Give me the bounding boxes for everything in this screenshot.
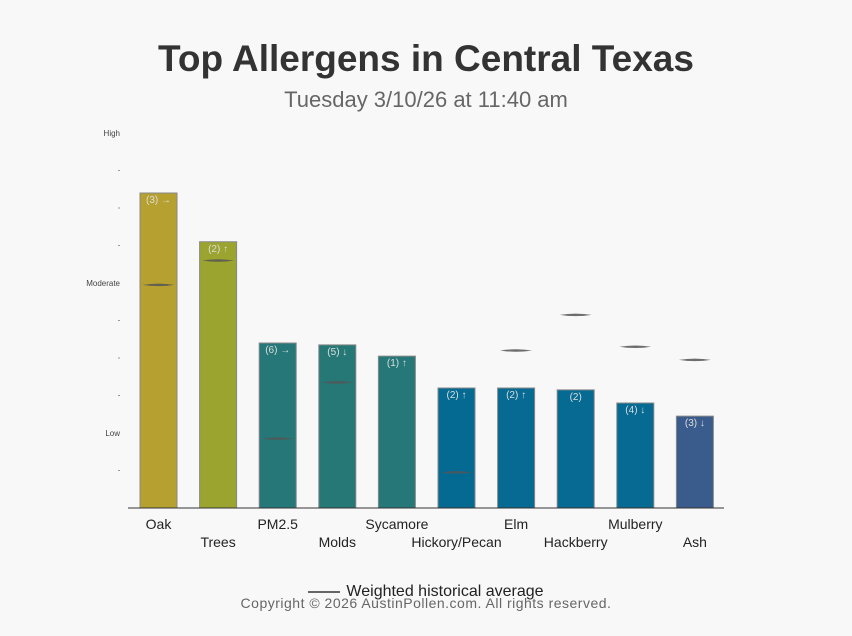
copyright-text: Copyright © 2026 AustinPollen.com. All r… bbox=[240, 595, 612, 611]
bar-label: (3) → bbox=[146, 195, 171, 206]
x-category-label: Hickory/Pecan bbox=[411, 534, 501, 550]
average-marker bbox=[619, 345, 652, 348]
bar-hackberry bbox=[556, 389, 595, 509]
bar-elm bbox=[497, 387, 536, 509]
x-category-label: PM2.5 bbox=[257, 516, 298, 532]
average-marker bbox=[500, 349, 533, 352]
x-category-label: Molds bbox=[319, 534, 356, 550]
bar-label: (1) ↑ bbox=[387, 358, 407, 369]
bar-oak bbox=[139, 192, 178, 509]
bar-label: (5) ↓ bbox=[327, 347, 347, 358]
average-marker bbox=[202, 259, 235, 262]
bar-label: (2) ↑ bbox=[208, 244, 228, 255]
x-category-label: Oak bbox=[146, 516, 173, 532]
average-marker bbox=[678, 358, 711, 362]
bar-mulberry bbox=[616, 402, 655, 509]
bar-hickory-pecan bbox=[437, 387, 476, 509]
bar-label: (2) ↑ bbox=[506, 390, 526, 401]
y-tick-label-moderate: Moderate bbox=[86, 279, 120, 288]
bar-label: (2) bbox=[570, 392, 582, 403]
average-marker bbox=[261, 437, 294, 440]
bar-trees bbox=[199, 241, 238, 509]
x-category-label: Mulberry bbox=[608, 516, 662, 532]
legend-line-swatch bbox=[308, 590, 341, 593]
x-category-label: Elm bbox=[504, 516, 528, 532]
average-marker bbox=[559, 313, 592, 317]
chart-legend: Weighted historical average bbox=[0, 583, 852, 601]
page-title: Top Allergens in Central Texas bbox=[158, 38, 694, 79]
average-marker bbox=[321, 381, 354, 384]
bar-sycamore bbox=[377, 355, 416, 509]
x-category-label: Ash bbox=[683, 534, 707, 550]
bar-ash bbox=[675, 415, 714, 509]
bar-label: (4) ↓ bbox=[625, 405, 645, 416]
legend-label: Weighted historical average bbox=[346, 583, 544, 600]
bar-molds bbox=[318, 344, 357, 509]
bar-label: (2) ↑ bbox=[447, 390, 467, 401]
y-tick-label-high: High bbox=[104, 129, 120, 138]
bar-label: (6) → bbox=[265, 345, 290, 356]
x-category-label: Trees bbox=[200, 534, 235, 550]
average-marker bbox=[440, 471, 473, 474]
average-marker bbox=[142, 283, 175, 287]
x-category-label: Sycamore bbox=[365, 516, 428, 532]
bar-label: (3) ↓ bbox=[685, 418, 705, 429]
bar-pm2-5 bbox=[258, 342, 297, 509]
page-subtitle: Tuesday 3/10/26 at 11:40 am bbox=[284, 87, 568, 112]
x-category-label: Hackberry bbox=[544, 534, 608, 550]
y-tick-label-low: Low bbox=[105, 429, 120, 438]
